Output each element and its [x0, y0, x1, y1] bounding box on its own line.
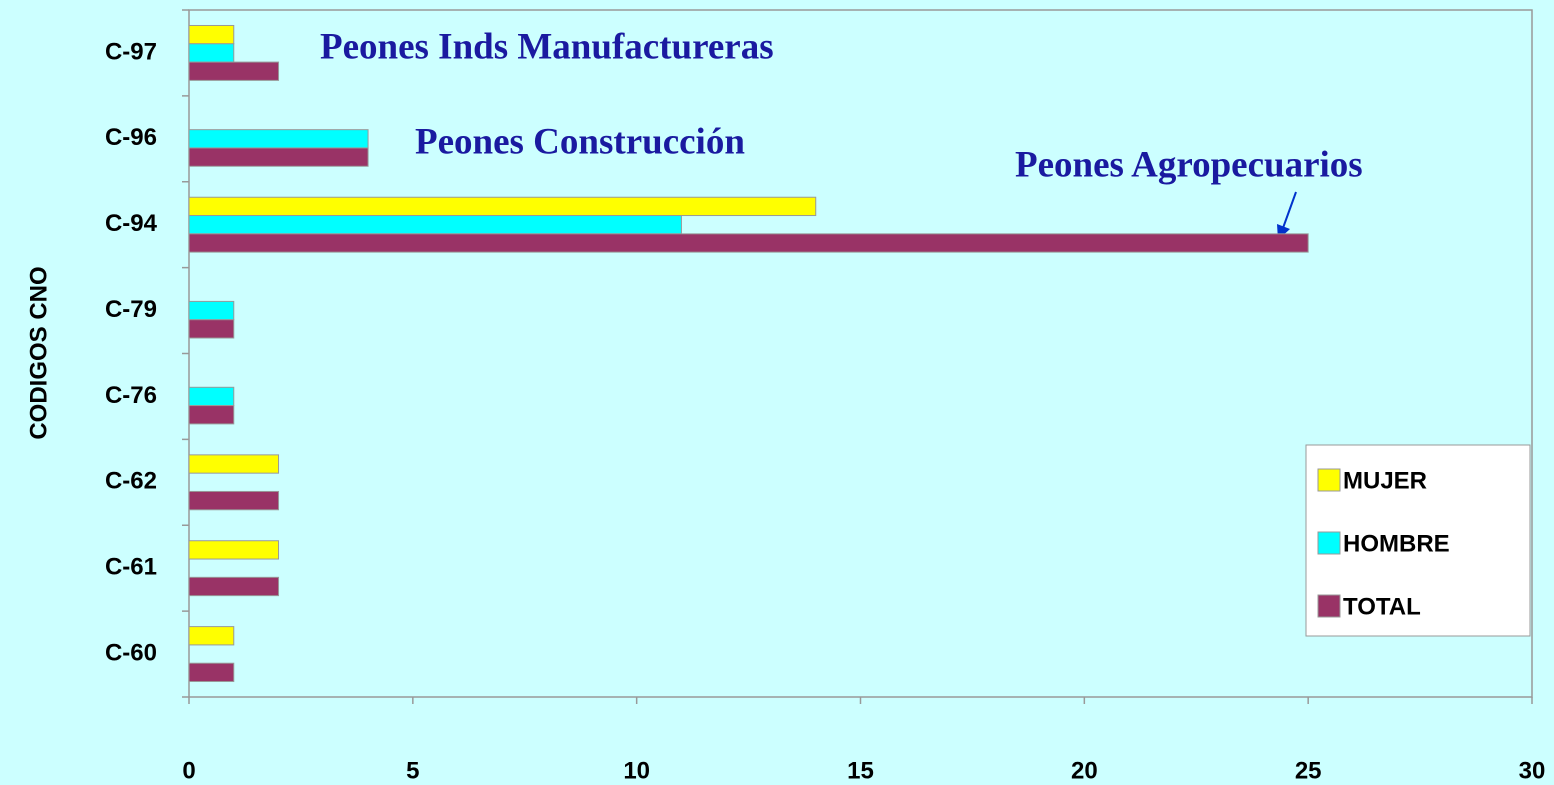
legend-swatch: [1317, 594, 1341, 618]
annotation-arrow: [1282, 191, 1297, 229]
bar: [188, 386, 235, 407]
bar: [188, 662, 235, 683]
bar: [188, 61, 280, 81]
y-tick-label: C-79: [105, 296, 157, 323]
bar: [188, 490, 280, 511]
y-tick-label: C-61: [105, 554, 157, 581]
legend-label: TOTAL: [1343, 593, 1421, 620]
bar: [188, 196, 817, 217]
bar: [188, 576, 280, 597]
annotation: Peones Agropecuarios: [1015, 144, 1363, 185]
bar: [188, 405, 235, 425]
bar: [188, 540, 280, 560]
legend-swatch: [1317, 531, 1341, 555]
bar: [188, 454, 280, 474]
x-tick-label: 10: [623, 757, 650, 784]
y-axis-title: CODIGOS CNO: [25, 266, 52, 439]
y-tick-label: C-60: [105, 639, 157, 666]
annotation: Peones Inds Manufactureras: [320, 26, 774, 67]
bar: [188, 24, 235, 45]
legend: MUJER HOMBRE TOTAL: [1305, 444, 1531, 637]
legend-swatch: [1317, 468, 1341, 492]
bar: [188, 233, 1309, 253]
x-tick-label: 30: [1519, 757, 1546, 784]
x-tick-label: 15: [847, 757, 874, 784]
x-tick-label: 0: [182, 757, 195, 784]
y-tick-label: C-94: [105, 210, 158, 237]
y-tick-label: C-96: [105, 124, 157, 151]
bar: [188, 43, 235, 63]
bar: [188, 300, 235, 321]
x-tick-label: 25: [1295, 757, 1322, 784]
bar: [188, 129, 369, 149]
x-tick-label: 5: [406, 757, 419, 784]
bar: [188, 147, 369, 167]
legend-label: HOMBRE: [1343, 530, 1450, 557]
y-tick-label: C-97: [105, 38, 157, 65]
y-tick-label: C-62: [105, 468, 157, 495]
bar: [188, 215, 682, 235]
y-tick-label: C-76: [105, 382, 157, 409]
x-tick-label: 20: [1071, 757, 1098, 784]
legend-box: [1305, 444, 1531, 637]
legend-label: MUJER: [1343, 467, 1427, 494]
annotation: Peones Construcción: [415, 121, 745, 162]
bar: [188, 626, 235, 646]
bar: [188, 319, 235, 339]
